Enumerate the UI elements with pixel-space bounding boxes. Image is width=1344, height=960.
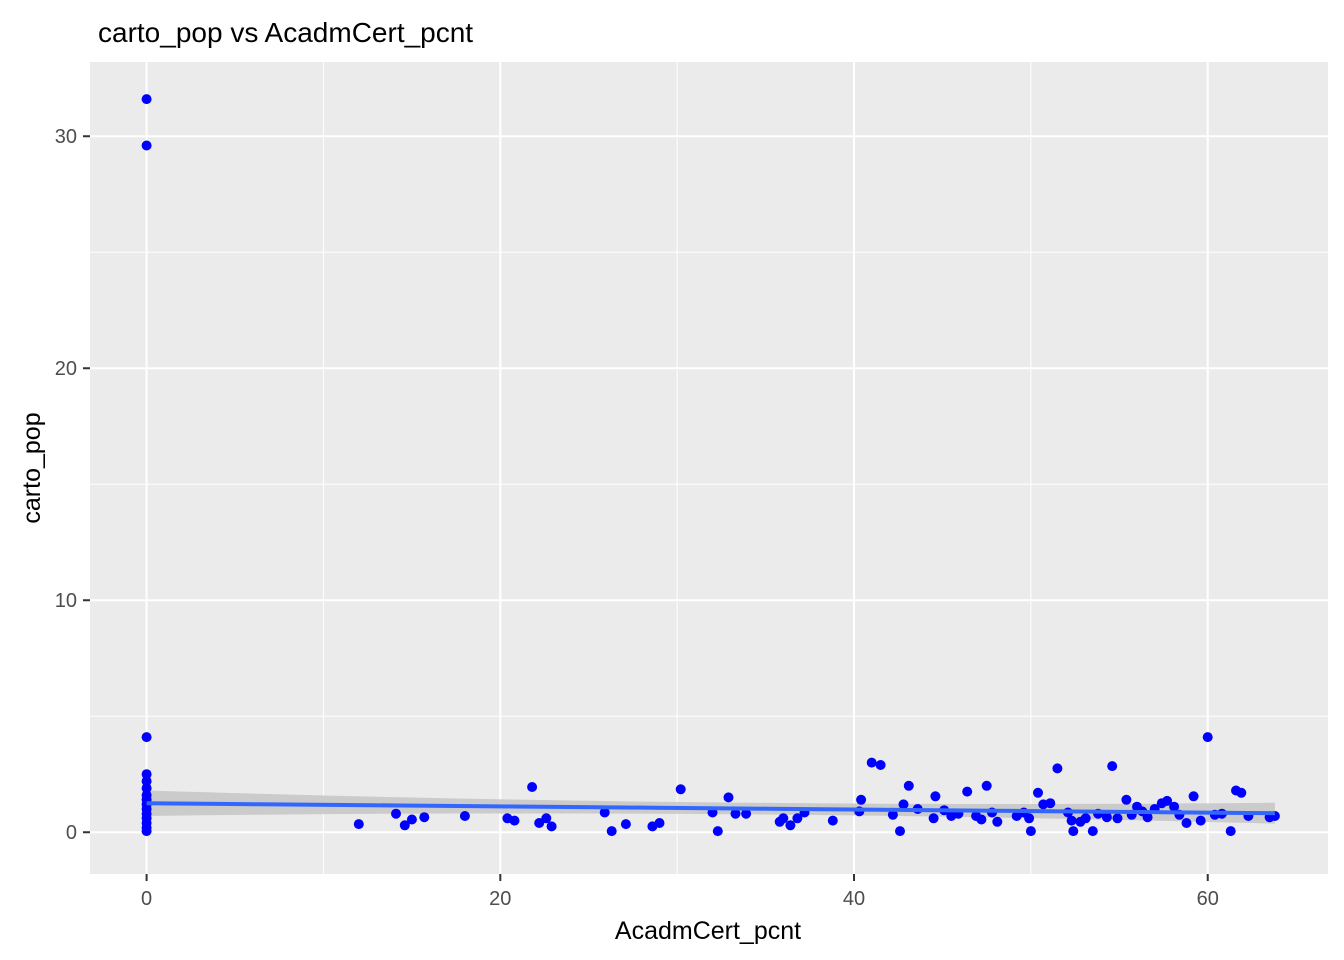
- data-point: [1107, 761, 1118, 772]
- fit-line-path: [146, 801, 1275, 816]
- data-point: [1024, 813, 1035, 824]
- data-point: [962, 786, 973, 797]
- data-point: [141, 826, 152, 837]
- y-tick-label: 0: [66, 822, 77, 844]
- data-point: [1087, 826, 1098, 837]
- data-point: [856, 794, 867, 805]
- data-point: [675, 784, 686, 795]
- data-point: [928, 813, 939, 824]
- data-point: [1033, 787, 1043, 798]
- data-point: [141, 783, 152, 794]
- data-point: [606, 826, 617, 837]
- data-point: [1181, 818, 1192, 828]
- x-axis-title: AcadmCert_pcnt: [615, 917, 801, 945]
- data-point: [141, 769, 152, 780]
- data-point: [741, 808, 752, 819]
- data-point: [1188, 791, 1199, 802]
- data-point: [730, 808, 741, 819]
- data-point: [992, 816, 1003, 827]
- data-point: [1142, 812, 1153, 823]
- data-point: [723, 792, 734, 803]
- y-axis-ticks: 0 10 20 30: [55, 126, 90, 844]
- data-point: [785, 820, 796, 831]
- x-axis-ticks: 0 20 40 60: [141, 874, 1219, 910]
- x-tick-label: 60: [1197, 888, 1219, 910]
- data-point: [930, 791, 941, 802]
- data-point: [903, 780, 914, 791]
- data-point: [599, 807, 610, 818]
- data-point: [391, 808, 401, 819]
- data-point: [792, 813, 803, 824]
- data-point: [509, 815, 520, 826]
- x-tick-label: 0: [141, 888, 152, 910]
- data-point: [534, 818, 545, 828]
- data-point: [1162, 795, 1173, 806]
- data-point: [1195, 815, 1206, 826]
- data-point: [620, 819, 631, 830]
- data-point: [141, 732, 152, 743]
- data-point: [1121, 794, 1132, 805]
- data-point: [712, 826, 723, 837]
- data-point: [1045, 798, 1056, 809]
- data-point: [459, 811, 470, 821]
- data-point: [1236, 787, 1247, 798]
- data-point: [1202, 732, 1213, 743]
- data-point: [875, 760, 886, 770]
- data-point: [527, 782, 538, 792]
- data-point: [141, 94, 152, 105]
- data-point: [419, 812, 430, 823]
- data-point: [406, 814, 417, 825]
- data-point: [546, 821, 557, 832]
- data-point: [1068, 826, 1079, 837]
- data-point: [1169, 801, 1180, 812]
- plot-panel: [90, 62, 1328, 874]
- y-tick-label: 20: [55, 358, 77, 380]
- data-point: [895, 826, 905, 837]
- data-point: [1080, 813, 1091, 824]
- data-point: [976, 814, 987, 825]
- fit-line: [146, 801, 1275, 816]
- x-tick-label: 20: [489, 888, 511, 910]
- data-point: [1025, 826, 1036, 837]
- data-point: [654, 818, 665, 828]
- data-point: [898, 799, 909, 810]
- data-point: [1066, 815, 1077, 826]
- data-point: [141, 776, 152, 787]
- grid-lines: [90, 62, 1328, 874]
- data-point: [1052, 763, 1063, 774]
- data-point: [141, 140, 152, 151]
- y-tick-label: 30: [55, 126, 77, 148]
- data-point: [887, 809, 898, 820]
- data-point: [1101, 812, 1112, 823]
- data-point: [353, 819, 364, 830]
- data-point: [541, 813, 552, 824]
- data-point: [399, 820, 410, 831]
- x-tick-label: 40: [843, 888, 865, 910]
- data-point: [827, 815, 838, 826]
- chart-title: carto_pop vs AcadmCert_pcnt: [98, 17, 473, 48]
- data-point: [866, 757, 877, 768]
- y-tick-label: 10: [55, 590, 77, 612]
- data-point: [778, 813, 789, 824]
- panel-background: [90, 62, 1328, 874]
- data-point: [1225, 826, 1236, 837]
- data-point: [1112, 813, 1123, 824]
- data-point: [981, 780, 992, 791]
- y-axis-title: carto_pop: [18, 412, 46, 523]
